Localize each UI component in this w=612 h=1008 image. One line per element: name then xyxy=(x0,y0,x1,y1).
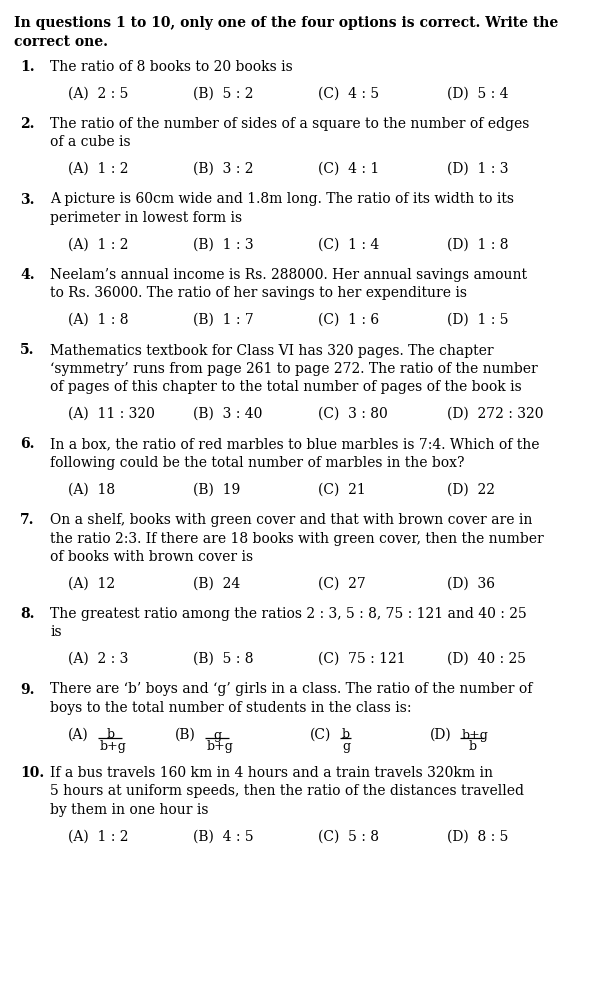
Text: (A)  1 : 2: (A) 1 : 2 xyxy=(68,830,129,844)
Text: 7.: 7. xyxy=(20,513,34,527)
Text: (D)  5 : 4: (D) 5 : 4 xyxy=(447,87,509,101)
Text: the ratio 2:3. If there are 18 books with green cover, then the number: the ratio 2:3. If there are 18 books wit… xyxy=(50,531,543,545)
Text: In a box, the ratio of red marbles to blue marbles is 7:4. Which of the: In a box, the ratio of red marbles to bl… xyxy=(50,437,540,452)
Text: (C)  5 : 8: (C) 5 : 8 xyxy=(318,830,379,844)
Text: ‘symmetry’ runs from page 261 to page 272. The ratio of the number: ‘symmetry’ runs from page 261 to page 27… xyxy=(50,362,538,376)
Text: (C)  21: (C) 21 xyxy=(318,483,366,497)
Text: (D)  8 : 5: (D) 8 : 5 xyxy=(447,830,509,844)
Text: (A)  1 : 2: (A) 1 : 2 xyxy=(68,162,129,176)
Text: (A)  11 : 320: (A) 11 : 320 xyxy=(68,407,155,421)
Text: (D)  1 : 5: (D) 1 : 5 xyxy=(447,313,509,327)
Text: of books with brown cover is: of books with brown cover is xyxy=(50,550,253,564)
Text: (B)  24: (B) 24 xyxy=(193,577,241,591)
Text: b: b xyxy=(469,740,477,753)
Text: by them in one hour is: by them in one hour is xyxy=(50,803,209,817)
Text: 5.: 5. xyxy=(20,344,34,358)
Text: (C)  4 : 1: (C) 4 : 1 xyxy=(318,162,379,176)
Text: (A): (A) xyxy=(68,728,89,742)
Text: (A)  1 : 2: (A) 1 : 2 xyxy=(68,238,129,252)
Text: (D)  1 : 8: (D) 1 : 8 xyxy=(447,238,509,252)
Text: (B)  5 : 8: (B) 5 : 8 xyxy=(193,652,253,666)
Text: (A)  2 : 3: (A) 2 : 3 xyxy=(68,652,129,666)
Text: of pages of this chapter to the total number of pages of the book is: of pages of this chapter to the total nu… xyxy=(50,380,522,394)
Text: 9.: 9. xyxy=(20,682,34,697)
Text: A picture is 60cm wide and 1.8m long. The ratio of its width to its: A picture is 60cm wide and 1.8m long. Th… xyxy=(50,193,514,207)
Text: to Rs. 36000. The ratio of her savings to her expenditure is: to Rs. 36000. The ratio of her savings t… xyxy=(50,286,467,300)
Text: Mathematics textbook for Class VI has 320 pages. The chapter: Mathematics textbook for Class VI has 32… xyxy=(50,344,494,358)
Text: (B)  5 : 2: (B) 5 : 2 xyxy=(193,87,253,101)
Text: (C)  1 : 6: (C) 1 : 6 xyxy=(318,313,379,327)
Text: following could be the total number of marbles in the box?: following could be the total number of m… xyxy=(50,456,465,470)
Text: b: b xyxy=(342,729,350,742)
Text: boys to the total number of students in the class is:: boys to the total number of students in … xyxy=(50,701,411,715)
Text: (B)  4 : 5: (B) 4 : 5 xyxy=(193,830,253,844)
Text: 4.: 4. xyxy=(20,268,35,282)
Text: (C)  75 : 121: (C) 75 : 121 xyxy=(318,652,406,666)
Text: In questions 1 to 10, only one of the four options is correct. Write the: In questions 1 to 10, only one of the fo… xyxy=(14,16,558,30)
Text: (C)  27: (C) 27 xyxy=(318,577,366,591)
Text: 3.: 3. xyxy=(20,193,34,207)
Text: (C)  4 : 5: (C) 4 : 5 xyxy=(318,87,379,101)
Text: (D)  36: (D) 36 xyxy=(447,577,495,591)
Text: g: g xyxy=(214,729,222,742)
Text: (D)  272 : 320: (D) 272 : 320 xyxy=(447,407,543,421)
Text: 2.: 2. xyxy=(20,117,34,131)
Text: (D)  22: (D) 22 xyxy=(447,483,495,497)
Text: 5 hours at uniform speeds, then the ratio of the distances travelled: 5 hours at uniform speeds, then the rati… xyxy=(50,784,524,798)
Text: b+g: b+g xyxy=(100,740,127,753)
Text: (C)  1 : 4: (C) 1 : 4 xyxy=(318,238,379,252)
Text: 6.: 6. xyxy=(20,437,34,452)
Text: (B)  3 : 2: (B) 3 : 2 xyxy=(193,162,253,176)
Text: b+g: b+g xyxy=(207,740,234,753)
Text: 8.: 8. xyxy=(20,607,34,621)
Text: of a cube is: of a cube is xyxy=(50,135,130,149)
Text: b+g: b+g xyxy=(462,729,489,742)
Text: (D)  1 : 3: (D) 1 : 3 xyxy=(447,162,509,176)
Text: 1.: 1. xyxy=(20,60,35,74)
Text: The ratio of the number of sides of a square to the number of edges: The ratio of the number of sides of a sq… xyxy=(50,117,529,131)
Text: is: is xyxy=(50,626,62,639)
Text: (A)  2 : 5: (A) 2 : 5 xyxy=(68,87,129,101)
Text: (B)  1 : 7: (B) 1 : 7 xyxy=(193,313,254,327)
Text: perimeter in lowest form is: perimeter in lowest form is xyxy=(50,211,242,225)
Text: There are ‘b’ boys and ‘g’ girls in a class. The ratio of the number of: There are ‘b’ boys and ‘g’ girls in a cl… xyxy=(50,682,532,697)
Text: On a shelf, books with green cover and that with brown cover are in: On a shelf, books with green cover and t… xyxy=(50,513,532,527)
Text: (B): (B) xyxy=(175,728,196,742)
Text: correct one.: correct one. xyxy=(14,34,108,48)
Text: (B)  3 : 40: (B) 3 : 40 xyxy=(193,407,263,421)
Text: (A)  1 : 8: (A) 1 : 8 xyxy=(68,313,129,327)
Text: (B)  19: (B) 19 xyxy=(193,483,241,497)
Text: (A)  12: (A) 12 xyxy=(68,577,115,591)
Text: (A)  18: (A) 18 xyxy=(68,483,115,497)
Text: g: g xyxy=(342,740,350,753)
Text: The ratio of 8 books to 20 books is: The ratio of 8 books to 20 books is xyxy=(50,60,293,74)
Text: b: b xyxy=(106,729,114,742)
Text: The greatest ratio among the ratios 2 : 3, 5 : 8, 75 : 121 and 40 : 25: The greatest ratio among the ratios 2 : … xyxy=(50,607,527,621)
Text: Neelam’s annual income is Rs. 288000. Her annual savings amount: Neelam’s annual income is Rs. 288000. He… xyxy=(50,268,527,282)
Text: If a bus travels 160 km in 4 hours and a train travels 320km in: If a bus travels 160 km in 4 hours and a… xyxy=(50,766,493,780)
Text: (D): (D) xyxy=(430,728,452,742)
Text: 10.: 10. xyxy=(20,766,44,780)
Text: (C)  3 : 80: (C) 3 : 80 xyxy=(318,407,388,421)
Text: (C): (C) xyxy=(310,728,331,742)
Text: (B)  1 : 3: (B) 1 : 3 xyxy=(193,238,253,252)
Text: (D)  40 : 25: (D) 40 : 25 xyxy=(447,652,526,666)
